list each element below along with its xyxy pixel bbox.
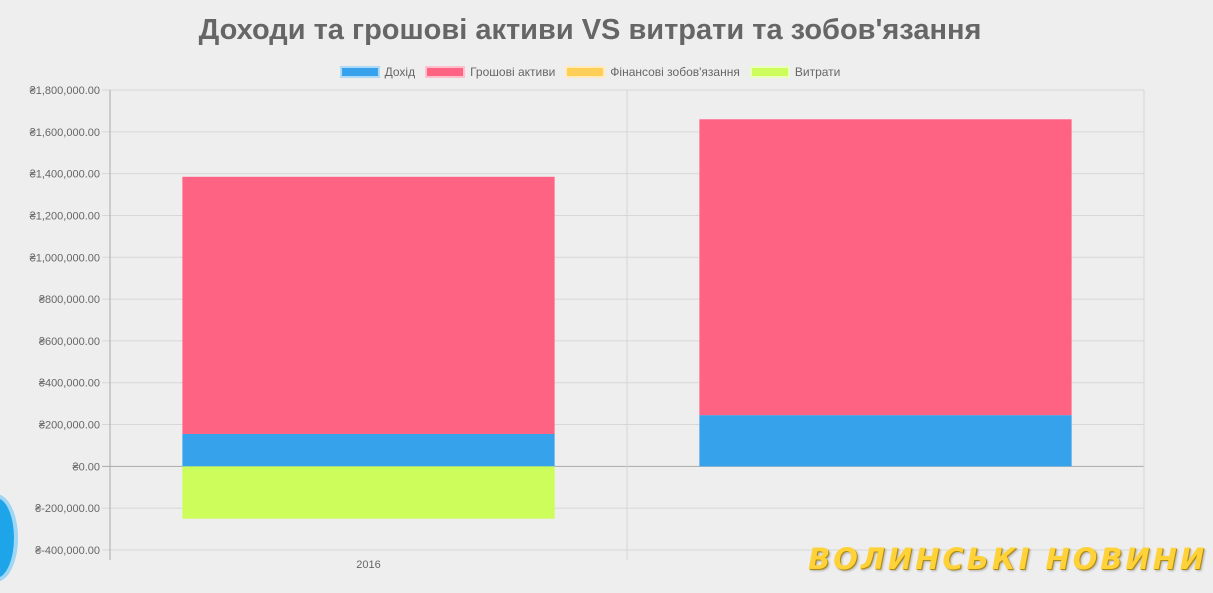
- y-tick-label: ₴1,600,000.00: [30, 127, 100, 139]
- y-tick-label: ₴1,800,000.00: [30, 85, 100, 97]
- legend-item[interactable]: Фінансові зобов'язання: [565, 65, 740, 79]
- y-tick-label: ₴200,000.00: [39, 420, 100, 432]
- bar-segment: [182, 433, 555, 467]
- bar-segment: [182, 176, 555, 434]
- y-tick-label: ₴1,000,000.00: [30, 252, 100, 264]
- y-tick-label: ₴400,000.00: [39, 378, 100, 390]
- legend-swatch: [749, 66, 790, 78]
- bar-segment: [699, 119, 1072, 416]
- y-tick-label: ₴0.00: [72, 461, 100, 473]
- y-tick-label: ₴1,200,000.00: [30, 210, 100, 222]
- y-tick-label: ₴-400,000.00: [35, 545, 100, 557]
- y-tick-label: ₴800,000.00: [39, 294, 100, 306]
- floating-widget-button[interactable]: [0, 498, 14, 578]
- y-tick-label: ₴600,000.00: [39, 336, 100, 348]
- legend-item[interactable]: Грошові активи: [425, 65, 555, 79]
- chart-title: Доходи та грошові активи VS витрати та з…: [198, 14, 982, 46]
- legend-label: Грошові активи: [470, 65, 556, 79]
- legend-label: Витрати: [794, 65, 841, 79]
- legend-label: Фінансові зобов'язання: [610, 65, 740, 79]
- legend-item[interactable]: Витрати: [749, 65, 841, 79]
- legend-swatch: [425, 66, 466, 78]
- y-tick-label: ₴1,400,000.00: [30, 169, 100, 181]
- legend-swatch: [339, 66, 380, 78]
- legend-label: Дохід: [384, 65, 416, 79]
- chart-legend: Дохід Грошові активи Фінансові зобов'язанн…: [0, 65, 1180, 79]
- x-tick-label: 2016: [356, 559, 380, 571]
- y-tick-label: ₴-200,000.00: [35, 503, 100, 515]
- legend-item[interactable]: Дохід: [339, 65, 416, 79]
- brand-watermark: ВОЛИНСЬКІ НОВИНИ: [808, 542, 1208, 576]
- bar-segment: [699, 415, 1072, 467]
- legend-swatch: [565, 66, 606, 78]
- bar-segment: [182, 466, 555, 519]
